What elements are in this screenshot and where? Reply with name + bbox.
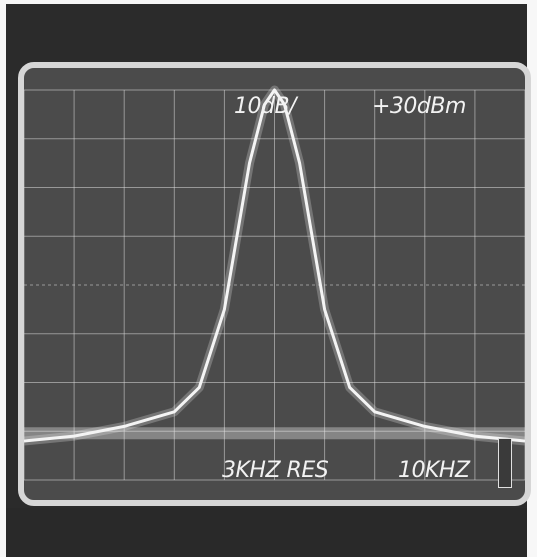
trace-point xyxy=(73,435,75,437)
trace-point xyxy=(284,104,286,106)
scale-indicator-icon xyxy=(498,438,512,488)
trace-point xyxy=(198,386,200,388)
trace-layer xyxy=(24,85,525,446)
trace-point xyxy=(173,411,175,413)
trace-point xyxy=(349,386,351,388)
trace-point xyxy=(524,440,525,442)
trace-point xyxy=(374,411,376,413)
trace-point xyxy=(299,162,301,164)
resolution-bandwidth-label: 3KHZ RES xyxy=(222,458,329,483)
scale-label: 10dB/ xyxy=(234,94,296,119)
trace-point xyxy=(248,162,250,164)
trace-point xyxy=(324,308,326,310)
reference-level-label: +30dBm xyxy=(372,94,466,119)
graticule xyxy=(24,89,525,481)
bezel-bottom-band xyxy=(6,508,527,557)
trace-point xyxy=(424,425,426,427)
trace-point xyxy=(24,440,25,442)
trace-point xyxy=(123,425,125,427)
spectrum-analyzer-screen: 10dB/ +30dBm 3KHZ RES 10KHZ xyxy=(18,62,531,506)
frequency-span-label: 10KHZ xyxy=(398,458,470,483)
trace-point xyxy=(223,308,225,310)
trace-point xyxy=(263,104,265,106)
spectrum-plot xyxy=(24,85,525,481)
noise-floor-band xyxy=(24,427,525,440)
trace-point xyxy=(474,435,476,437)
trace-point xyxy=(274,89,275,91)
